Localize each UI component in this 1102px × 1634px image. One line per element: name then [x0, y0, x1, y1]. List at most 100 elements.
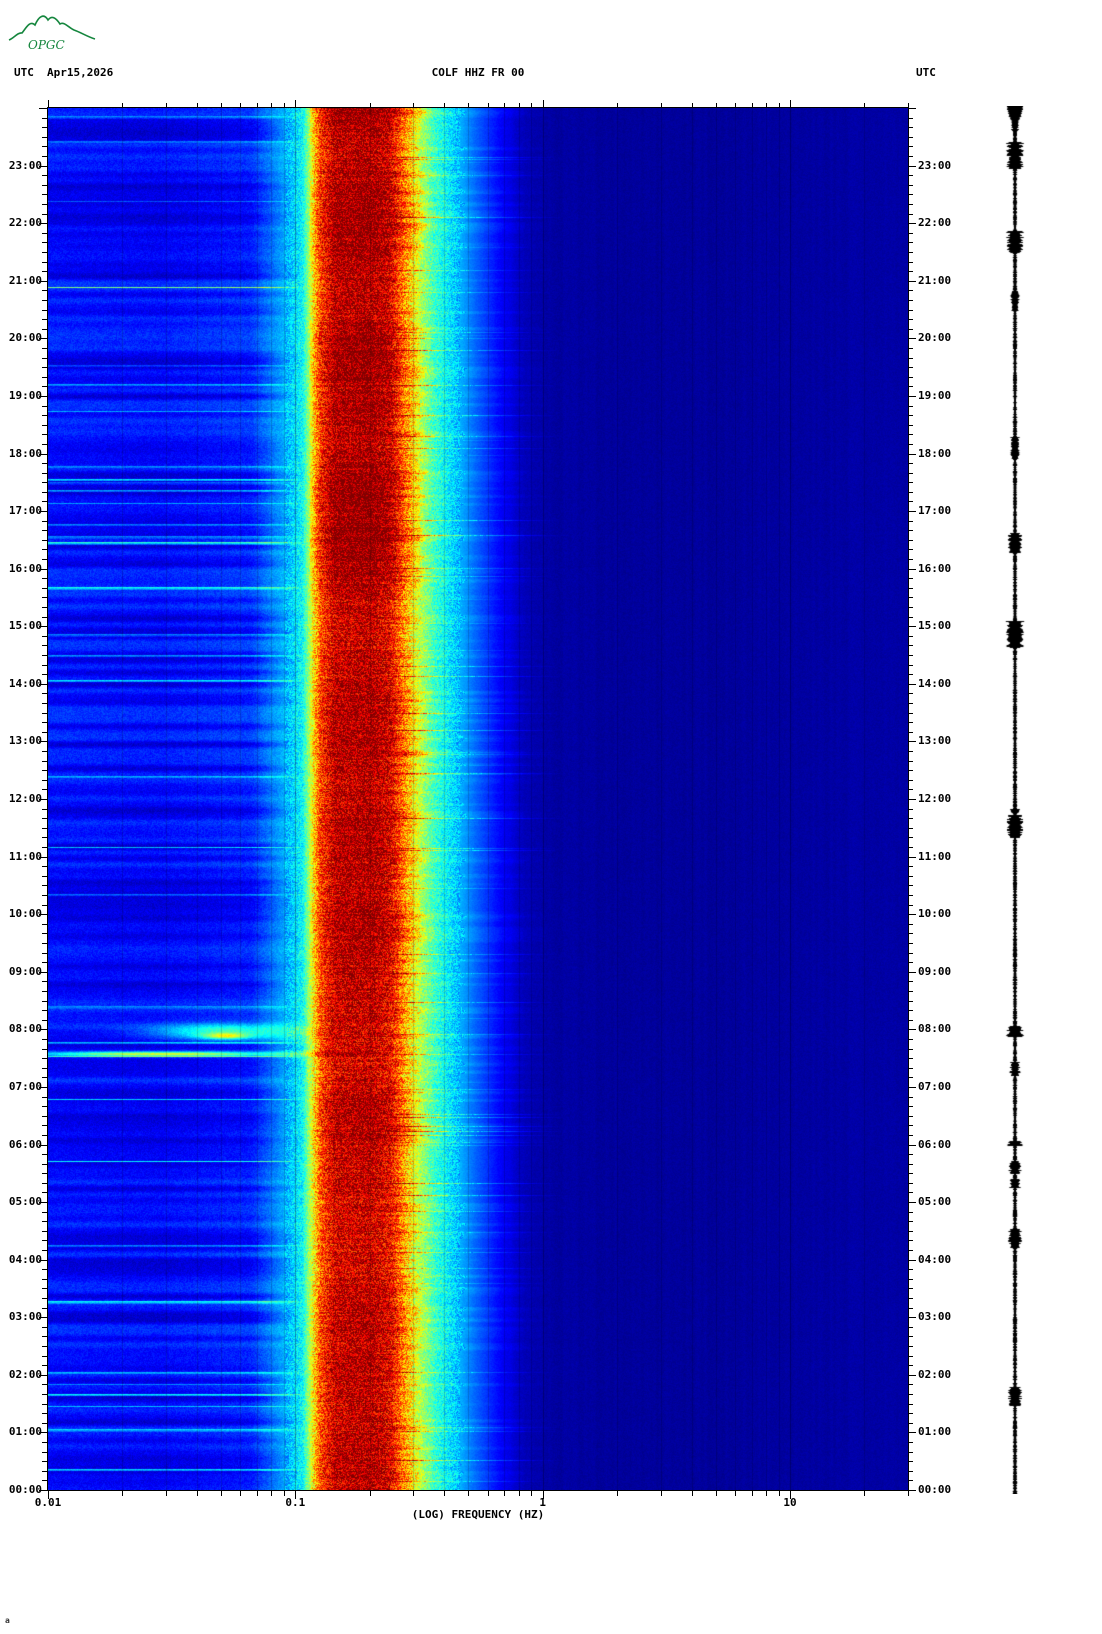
y-minor-tick — [908, 1173, 913, 1175]
y-minor-tick — [908, 1346, 913, 1348]
y-minor-tick — [908, 770, 913, 772]
x-minor-tick — [240, 1491, 242, 1496]
hour-label-left: 16:00 — [8, 561, 42, 575]
hour-label-left: 00:00 — [8, 1483, 42, 1496]
y-minor-tick — [908, 1211, 913, 1213]
y-minor-tick — [42, 607, 47, 609]
y-minor-tick — [908, 271, 913, 273]
x-tick-label: 0.1 — [285, 1496, 306, 1509]
y-major-tick — [908, 338, 916, 340]
y-minor-tick — [42, 184, 47, 186]
hour-label-left: 04:00 — [8, 1252, 42, 1266]
y-minor-tick — [42, 1096, 47, 1098]
y-minor-tick — [42, 251, 47, 253]
utc-label-left: UTC — [14, 66, 34, 79]
y-minor-tick — [908, 539, 913, 541]
y-minor-tick — [42, 1163, 47, 1165]
y-minor-tick — [42, 328, 47, 330]
y-minor-tick — [42, 530, 47, 532]
y-minor-tick — [908, 117, 913, 119]
x-major-tick — [542, 1491, 544, 1499]
y-minor-tick — [42, 1125, 47, 1127]
y-minor-tick — [42, 1067, 47, 1069]
y-minor-tick — [908, 1240, 913, 1242]
hour-label-right: 04:00 — [918, 1252, 952, 1266]
y-minor-tick — [908, 127, 913, 129]
x-major-tick — [295, 1491, 297, 1499]
y-minor-tick — [42, 271, 47, 273]
x-minor-tick — [864, 1491, 866, 1496]
hour-label-right: 15:00 — [918, 619, 952, 633]
hour-label-left: 15:00 — [8, 619, 42, 633]
y-minor-tick — [908, 242, 913, 244]
x-minor-tick — [751, 103, 753, 107]
y-minor-tick — [42, 155, 47, 157]
x-minor-tick — [518, 103, 520, 107]
x-axis-title: (LOG) FREQUENCY (HZ) — [411, 1508, 545, 1521]
y-minor-tick — [908, 424, 913, 426]
y-minor-tick — [42, 1326, 47, 1328]
y-minor-tick — [42, 1192, 47, 1194]
y-minor-tick — [42, 319, 47, 321]
y-minor-tick — [908, 1182, 913, 1184]
y-minor-tick — [908, 818, 913, 820]
x-minor-tick — [413, 1491, 415, 1496]
x-minor-tick — [220, 1491, 222, 1496]
hour-label-left: 03:00 — [8, 1310, 42, 1324]
y-minor-tick — [42, 587, 47, 589]
x-minor-tick — [864, 103, 866, 107]
y-minor-tick — [42, 1278, 47, 1280]
spectrogram-canvas — [48, 108, 908, 1490]
y-minor-tick — [42, 213, 47, 215]
y-minor-tick — [42, 952, 47, 954]
y-minor-tick — [908, 405, 913, 407]
x-minor-tick — [220, 103, 222, 107]
y-minor-tick — [908, 1278, 913, 1280]
hour-label-right: 17:00 — [918, 504, 952, 518]
y-major-tick — [39, 1432, 47, 1434]
y-minor-tick — [908, 299, 913, 301]
y-minor-tick — [908, 990, 913, 992]
y-minor-tick — [908, 674, 913, 676]
y-minor-tick — [42, 664, 47, 666]
y-minor-tick — [908, 1134, 913, 1136]
y-minor-tick — [42, 424, 47, 426]
y-major-tick — [908, 971, 916, 973]
y-minor-tick — [908, 155, 913, 157]
y-major-tick — [908, 453, 916, 455]
y-major-tick — [908, 223, 916, 225]
hour-label-right: 10:00 — [918, 907, 952, 921]
page-title: COLF HHZ FR 00 — [431, 66, 525, 79]
y-major-tick — [39, 280, 47, 282]
y-minor-tick — [42, 472, 47, 474]
y-minor-tick — [42, 760, 47, 762]
x-minor-tick — [257, 1491, 259, 1496]
y-minor-tick — [42, 616, 47, 618]
y-minor-tick — [42, 751, 47, 752]
y-minor-tick — [908, 1384, 913, 1386]
y-minor-tick — [908, 386, 913, 388]
y-major-tick — [39, 626, 47, 628]
y-minor-tick — [908, 779, 913, 781]
y-minor-tick — [908, 434, 913, 436]
y-minor-tick — [908, 1307, 913, 1309]
y-minor-tick — [908, 1250, 913, 1252]
y-minor-tick — [42, 443, 47, 445]
y-minor-tick — [42, 232, 47, 234]
hour-label-right: 02:00 — [918, 1367, 952, 1381]
y-major-tick — [908, 856, 916, 858]
hour-label-right: 03:00 — [918, 1310, 952, 1324]
y-major-tick — [908, 108, 916, 109]
x-minor-tick — [369, 1491, 371, 1496]
y-minor-tick — [908, 904, 913, 906]
y-minor-tick — [908, 463, 913, 465]
y-minor-tick — [908, 616, 913, 618]
y-major-tick — [908, 1144, 916, 1146]
y-major-tick — [908, 395, 916, 397]
y-minor-tick — [908, 808, 913, 810]
y-major-tick — [908, 914, 916, 916]
y-major-tick — [39, 568, 47, 570]
x-tick-label: 1 — [539, 1496, 546, 1509]
y-minor-tick — [908, 1298, 913, 1300]
